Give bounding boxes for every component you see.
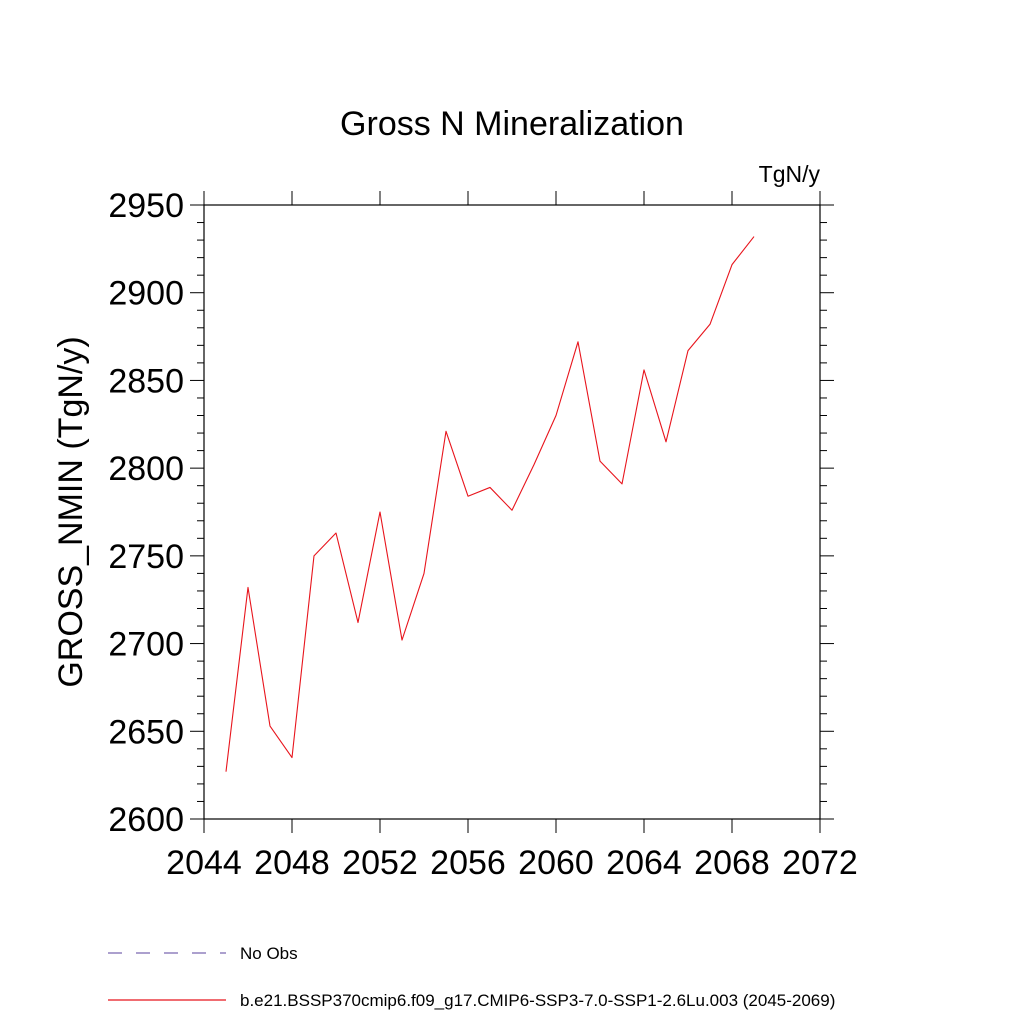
legend: No Obs b.e21.BSSP370cmip6.f09_g17.CMIP6-… <box>108 944 835 1010</box>
y-tick-label: 2800 <box>108 450 184 488</box>
units-label: TgN/y <box>759 161 821 187</box>
minor-ticks <box>197 222 827 802</box>
y-tick-label: 2650 <box>108 713 184 751</box>
series-layer <box>225 236 755 772</box>
x-tick-label: 2060 <box>518 844 594 882</box>
x-tick-label: 2044 <box>166 844 242 882</box>
y-tick-labels: 2600 2650 2700 2750 2800 2850 2900 2950 <box>108 187 184 839</box>
series-line-1 <box>225 236 755 772</box>
y-tick-label: 2850 <box>108 362 184 400</box>
x-tick-label: 2064 <box>606 844 682 882</box>
plot-frame <box>203 204 821 820</box>
x-tick-label: 2048 <box>254 844 330 882</box>
x-tick-label: 2052 <box>342 844 418 882</box>
x-tick-label: 2056 <box>430 844 506 882</box>
y-tick-label: 2950 <box>108 187 184 225</box>
major-ticks <box>190 191 834 833</box>
x-tick-labels: 2044 2048 2052 2056 2060 2064 2068 2072 <box>166 844 858 882</box>
y-tick-label: 2750 <box>108 538 184 576</box>
y-axis-label: GROSS_NMIN (TgN/y) <box>52 336 90 687</box>
y-tick-label: 2600 <box>108 801 184 839</box>
x-tick-label: 2072 <box>782 844 858 882</box>
x-tick-label: 2068 <box>694 844 770 882</box>
chart-title: Gross N Mineralization <box>340 105 684 143</box>
y-tick-label: 2900 <box>108 275 184 313</box>
legend-label-model-run: b.e21.BSSP370cmip6.f09_g17.CMIP6-SSP3-7.… <box>240 991 835 1010</box>
legend-label-no-obs: No Obs <box>240 944 298 963</box>
y-tick-label: 2700 <box>108 626 184 664</box>
